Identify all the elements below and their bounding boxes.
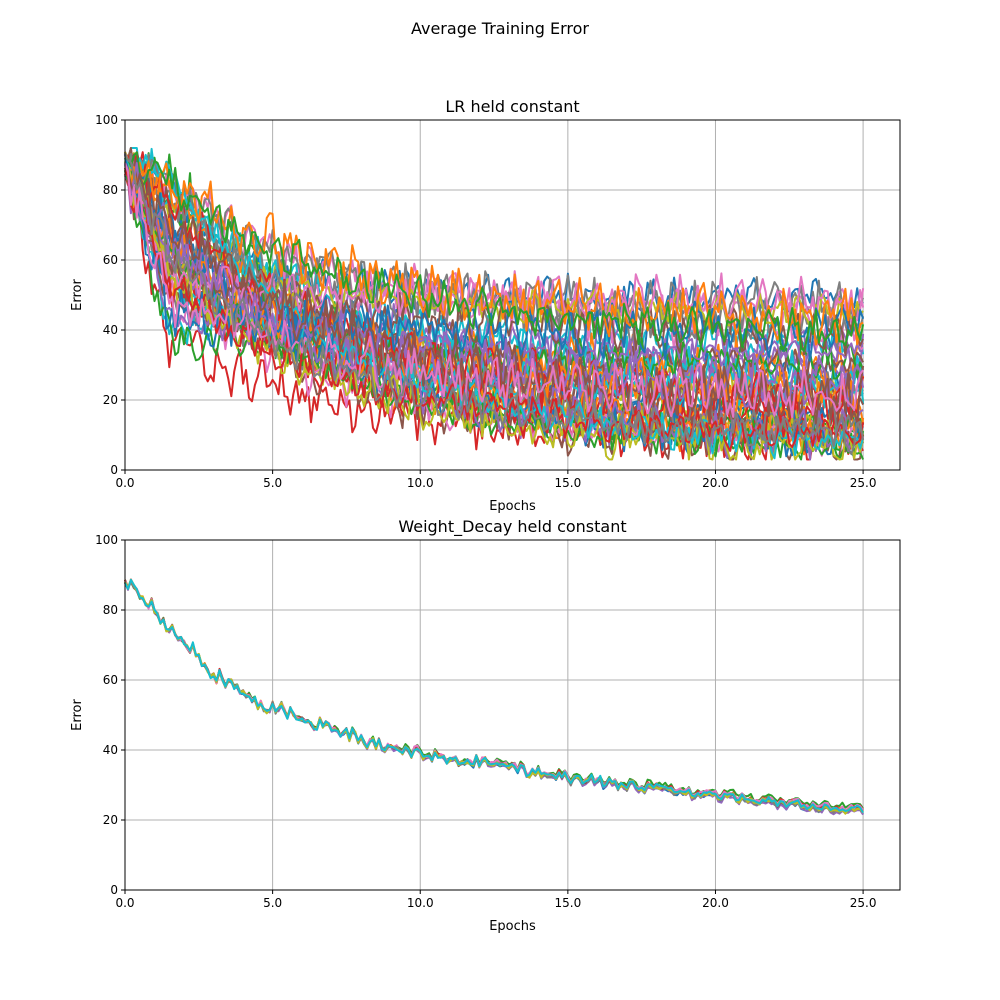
- x-axis-label: Epochs: [489, 499, 536, 514]
- x-tick-label: 5.0: [263, 896, 282, 910]
- series-group: [125, 148, 863, 460]
- y-ticks: 0 20 40 60 80 100: [95, 533, 125, 897]
- y-axis-label: Error: [70, 699, 85, 731]
- series-line: [125, 582, 863, 815]
- y-tick-label: 80: [103, 183, 118, 197]
- x-tick-label: 15.0: [554, 476, 581, 490]
- x-tick-label: 0.0: [115, 476, 134, 490]
- series-group: [125, 580, 863, 815]
- x-tick-label: 25.0: [850, 476, 877, 490]
- x-tick-label: 10.0: [407, 896, 434, 910]
- series-line: [125, 580, 863, 811]
- series-line: [125, 580, 863, 814]
- x-tick-label: 5.0: [263, 476, 282, 490]
- series-line: [125, 580, 863, 809]
- series-line: [125, 580, 863, 812]
- grid: [125, 540, 900, 890]
- x-tick-label: 15.0: [554, 896, 581, 910]
- y-axis-label: Error: [70, 279, 85, 311]
- y-tick-label: 100: [95, 113, 118, 127]
- series-line: [125, 580, 863, 814]
- y-tick-label: 0: [110, 463, 118, 477]
- x-tick-label: 20.0: [702, 476, 729, 490]
- subplot-title: LR held constant: [445, 97, 579, 116]
- series-line: [125, 580, 863, 812]
- y-tick-label: 0: [110, 883, 118, 897]
- y-tick-label: 100: [95, 533, 118, 547]
- series-line: [125, 580, 863, 813]
- x-tick-label: 20.0: [702, 896, 729, 910]
- plot-frame: [125, 540, 900, 890]
- figure-suptitle: Average Training Error: [411, 19, 589, 38]
- x-ticks: 0.0 5.0 10.0 15.0 20.0 25.0: [115, 890, 876, 910]
- x-tick-label: 0.0: [115, 896, 134, 910]
- x-tick-label: 10.0: [407, 476, 434, 490]
- y-ticks: 0 20 40 60 80 100: [95, 113, 125, 477]
- series-line: [125, 581, 863, 811]
- y-tick-label: 40: [103, 323, 118, 337]
- subplot-weight-decay-constant: Weight_Decay held constant 0.0 5.0 10.0 15.…: [70, 517, 900, 934]
- y-tick-label: 20: [103, 393, 118, 407]
- y-tick-label: 60: [103, 673, 118, 687]
- x-ticks: 0.0 5.0 10.0 15.0 20.0 25.0: [115, 470, 876, 490]
- subplot-title: Weight_Decay held constant: [398, 517, 626, 537]
- x-tick-label: 25.0: [850, 896, 877, 910]
- y-tick-label: 60: [103, 253, 118, 267]
- x-axis-label: Epochs: [489, 919, 536, 934]
- y-tick-label: 40: [103, 743, 118, 757]
- y-tick-label: 80: [103, 603, 118, 617]
- series-line: [125, 581, 863, 813]
- subplot-lr-constant: LR held constant 0.0 5.0 10.0 15.0 20.0 25.0 …: [70, 97, 900, 514]
- y-tick-label: 20: [103, 813, 118, 827]
